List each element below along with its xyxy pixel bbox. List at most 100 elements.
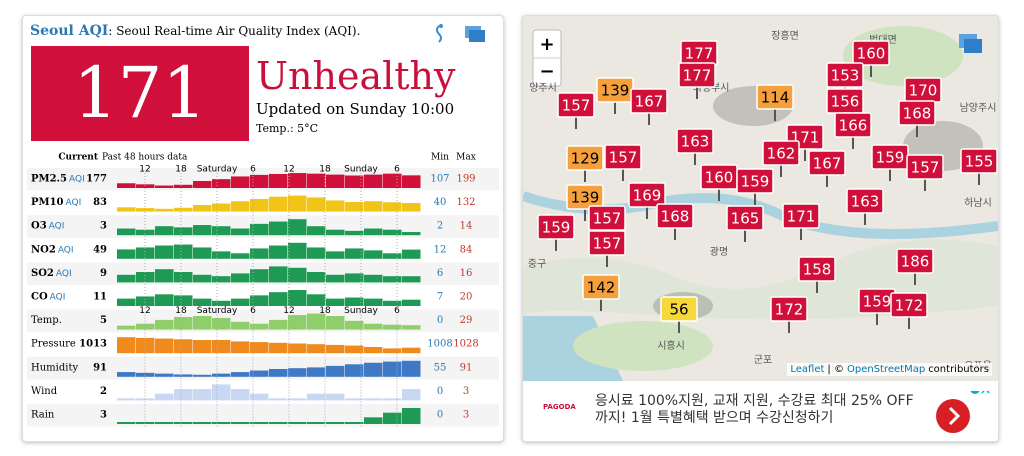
marker-box[interactable] [588,230,626,256]
marker-value[interactable]: 166 [839,117,868,135]
history-bar [345,248,364,259]
marker-box[interactable] [656,203,694,229]
marker-box[interactable] [756,84,794,110]
leaflet-link[interactable]: Leaflet [790,364,825,375]
aqi-status: Unhealthy [256,54,456,98]
history-bar [364,250,383,259]
marker-box[interactable] [628,182,666,208]
zoom-control[interactable]: + − [532,29,562,87]
history-bar [345,345,364,354]
marker-box[interactable] [808,150,846,176]
marker-value[interactable]: 168 [661,208,690,226]
marker-value[interactable]: 129 [571,150,600,168]
marker-box[interactable] [588,205,626,231]
marker-box[interactable] [566,145,604,171]
marker-value[interactable]: 160 [705,169,734,187]
marker-value[interactable]: 172 [775,301,804,319]
marker-value[interactable]: 167 [635,93,664,111]
marker-value[interactable]: 157 [911,159,940,177]
marker-box[interactable] [566,184,604,210]
history-bar [326,174,345,188]
marker-box[interactable] [630,88,668,114]
time-label: Sunday [344,306,378,316]
title[interactable]: Seoul AQI [30,23,109,39]
osm-link[interactable]: OpenStreetMap [846,364,926,375]
marker-box[interactable] [582,274,620,300]
marker-value[interactable]: 169 [633,187,662,205]
min-value: 0 [437,315,443,326]
place-label: 장흥면 [771,29,799,42]
history-bar [402,325,421,330]
marker-box[interactable] [898,100,936,126]
marker-value[interactable]: 159 [863,293,892,311]
marker-value[interactable]: 157 [562,97,591,115]
marker-value[interactable]: 157 [593,235,622,253]
marker-value[interactable]: 159 [542,219,571,237]
history-bar [212,422,231,424]
marker-value[interactable]: 153 [831,67,860,85]
marker-box[interactable] [960,148,998,174]
marker-value[interactable]: 56 [669,301,688,319]
marker-box[interactable] [834,112,872,138]
marker-box[interactable] [726,205,764,231]
marker-box[interactable] [906,154,944,180]
icons[interactable] [431,22,491,46]
marker-box[interactable] [890,292,928,318]
marker-value[interactable]: 160 [857,45,886,63]
marker-value[interactable]: 163 [681,133,710,151]
marker-box[interactable] [852,40,890,66]
history-bar [174,227,193,236]
marker-value[interactable]: 158 [803,261,832,279]
marker-value[interactable]: 155 [965,153,994,171]
marker-box[interactable] [676,128,714,154]
marker-value[interactable]: 142 [587,279,616,297]
history-bar [117,325,136,330]
ad[interactable]: PAGODA 응시료 100%지원, 교재 지원, 수강료 최대 25% OFF… [523,381,998,441]
map[interactable]: + − 장흥면법대면양주시의정부시남양주시하남시광명시흥시군포오포읍중구1771… [523,16,998,381]
marker-box[interactable] [604,144,642,170]
marker-box[interactable] [770,296,808,322]
marker-value[interactable]: 163 [851,193,880,211]
marker-box[interactable] [798,256,836,282]
marker-value[interactable]: 167 [813,155,842,173]
layers-icon[interactable] [959,34,982,53]
ad-text[interactable]: 응시료 100%지원, 교재 지원, 수강료 최대 25% OFF 까지! 1월… [595,393,914,426]
marker-value[interactable]: 165 [731,210,760,228]
zoom-in[interactable]: + [539,34,554,55]
zoom-out[interactable]: − [539,61,554,82]
marker-value[interactable]: 186 [901,253,930,271]
history-bar [193,316,212,330]
marker-box[interactable] [736,168,774,194]
marker-value[interactable]: 159 [741,173,770,191]
marker-value[interactable]: 170 [909,82,938,100]
marker-value[interactable]: 114 [761,89,790,107]
marker-value[interactable]: 156 [831,93,860,111]
row-name: PM2.5 [31,174,67,185]
marker-value[interactable]: 177 [683,67,712,85]
marker-box[interactable] [782,203,820,229]
history-bar [288,290,307,306]
history-bar [364,298,383,306]
marker-value[interactable]: 157 [609,149,638,167]
marker-value[interactable]: 139 [571,189,600,207]
marker-value[interactable]: 162 [767,145,796,163]
ad-button[interactable] [933,391,993,436]
marker-box[interactable] [846,188,884,214]
marker-box[interactable] [678,62,716,88]
marker-value[interactable]: 172 [895,297,924,315]
marker-value[interactable]: 159 [876,149,905,167]
marker-value[interactable]: 139 [601,82,630,100]
marker-box[interactable] [537,214,575,240]
marker-box[interactable] [762,140,800,166]
marker-value[interactable]: 168 [903,105,932,123]
marker-value[interactable]: 177 [685,45,714,63]
marker-value[interactable]: 171 [787,208,816,226]
place-label: 광명 [710,246,728,258]
marker-value[interactable]: 157 [593,210,622,228]
marker-box[interactable] [896,248,934,274]
marker-box[interactable] [557,92,595,118]
marker-box[interactable] [660,296,698,322]
history-bar [212,340,231,354]
marker-box[interactable] [826,62,864,88]
